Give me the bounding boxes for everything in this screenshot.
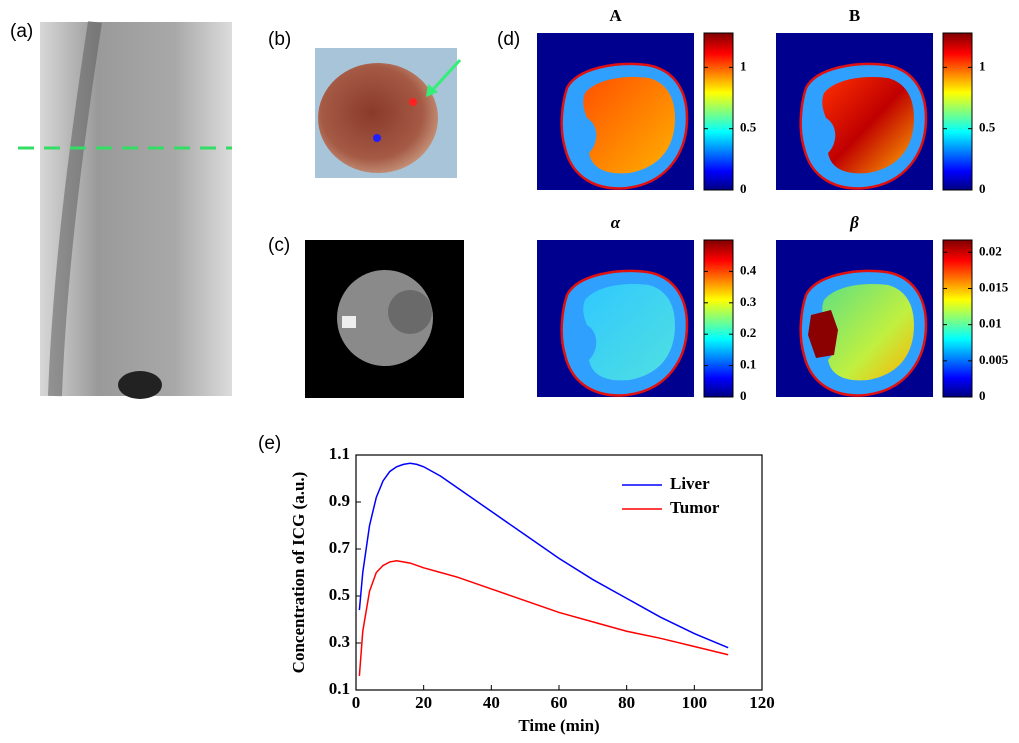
data-line bbox=[358, 462, 729, 649]
y-tick-label: 0.9 bbox=[329, 491, 350, 510]
map-fill bbox=[822, 76, 914, 174]
map-title: B bbox=[849, 6, 860, 25]
y-tick-label: 0.1 bbox=[329, 679, 350, 698]
map-outline bbox=[560, 269, 689, 397]
map-outline bbox=[799, 62, 928, 190]
x-tick-label: 100 bbox=[682, 693, 708, 712]
colorbar-tick-label: 0 bbox=[979, 388, 986, 403]
map-hotspot bbox=[808, 310, 838, 358]
y-tick-label: 1.1 bbox=[329, 444, 350, 463]
map-outline bbox=[560, 62, 689, 190]
panel-label: (c) bbox=[268, 235, 290, 256]
map-fill bbox=[822, 283, 914, 381]
colorbar-tick-label: 0.5 bbox=[979, 120, 996, 135]
map-fill bbox=[583, 283, 675, 381]
colorbar-tick-label: 1 bbox=[740, 58, 747, 73]
legend-label: Tumor bbox=[670, 498, 720, 517]
ct-bone bbox=[342, 316, 356, 328]
colorbar bbox=[942, 239, 973, 398]
panel-label: (b) bbox=[268, 29, 291, 50]
colorbar bbox=[703, 32, 734, 191]
ct-tumor bbox=[388, 290, 432, 334]
colorbar-tick-label: 0.015 bbox=[979, 279, 1009, 294]
map-title: A bbox=[609, 6, 622, 25]
panel-label: (a) bbox=[10, 21, 33, 42]
map-outline bbox=[799, 269, 928, 397]
colorbar-tick-label: 0.2 bbox=[740, 325, 756, 340]
colorbar bbox=[703, 239, 734, 398]
data-line bbox=[358, 559, 729, 676]
colorbar-tick-label: 0 bbox=[740, 388, 747, 403]
y-tick-label: 0.3 bbox=[329, 632, 350, 651]
x-tick-label: 80 bbox=[618, 693, 635, 712]
colorbar-tick-label: 0.1 bbox=[740, 357, 756, 372]
y-tick-label: 0.7 bbox=[329, 538, 351, 557]
x-tick-label: 120 bbox=[749, 693, 775, 712]
legend-label: Liver bbox=[670, 474, 710, 493]
tissue bbox=[318, 63, 438, 173]
colorbar bbox=[942, 32, 973, 191]
colorbar-tick-label: 0.4 bbox=[740, 262, 757, 277]
marker bbox=[409, 98, 417, 106]
colorbar-tick-label: 0.5 bbox=[740, 120, 757, 135]
colorbar-tick-label: 1 bbox=[979, 58, 986, 73]
x-tick-label: 40 bbox=[483, 693, 500, 712]
bladder bbox=[118, 371, 162, 399]
map-title: α bbox=[611, 213, 621, 232]
y-tick-label: 0.5 bbox=[329, 585, 350, 604]
y-axis-label: Concentration of ICG (a.u.) bbox=[289, 472, 308, 674]
panel-label: (d) bbox=[497, 29, 520, 50]
x-tick-label: 20 bbox=[415, 693, 432, 712]
colorbar-tick-label: 0.005 bbox=[979, 352, 1009, 367]
x-tick-label: 0 bbox=[352, 693, 361, 712]
colorbar-tick-label: 0.3 bbox=[740, 294, 757, 309]
panel-label: (e) bbox=[258, 433, 281, 454]
colorbar-tick-label: 0 bbox=[740, 181, 747, 196]
colorbar-tick-label: 0 bbox=[979, 181, 986, 196]
x-axis-label: Time (min) bbox=[518, 716, 599, 735]
colorbar-tick-label: 0.01 bbox=[979, 316, 1002, 331]
x-tick-label: 60 bbox=[551, 693, 568, 712]
map-fill bbox=[583, 76, 675, 174]
marker bbox=[373, 134, 381, 142]
arrow-head bbox=[426, 84, 438, 97]
spine bbox=[48, 20, 102, 397]
colorbar-tick-label: 0.02 bbox=[979, 243, 1002, 258]
map-title: β bbox=[849, 213, 859, 232]
